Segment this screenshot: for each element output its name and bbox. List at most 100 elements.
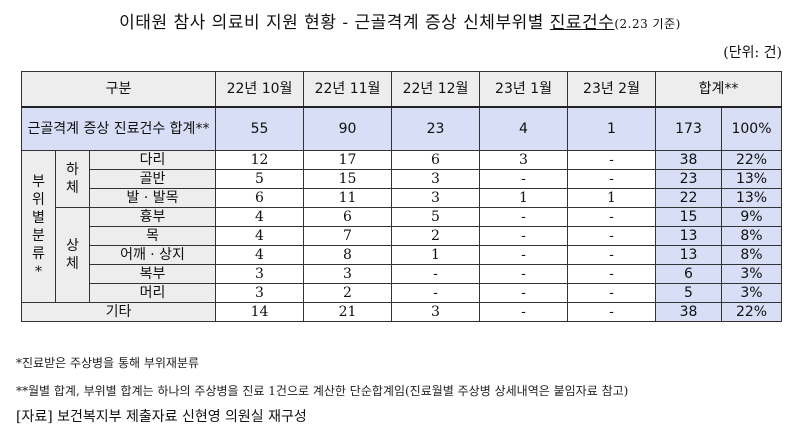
pct-cell: 8% — [720, 245, 783, 265]
sum-cell: 6 — [655, 264, 722, 284]
total-cell: 1 — [567, 106, 656, 151]
value-cell: - — [479, 283, 568, 303]
value-cell: 3 — [391, 302, 480, 322]
value-cell: 12 — [215, 150, 304, 170]
row-label: 어깨 · 상지 — [89, 245, 216, 265]
value-cell: - — [567, 264, 656, 284]
value-cell: 17 — [303, 150, 392, 170]
stats-table: 구분 22년 10월 22년 11월 22년 12월 23년 1월 23년 2월 합계** 근… — [21, 71, 783, 322]
table-row: 어깨 · 상지 4 8 1- -13 8% — [22, 245, 783, 265]
total-cell: 55 — [215, 106, 304, 151]
value-cell: 4 — [215, 245, 304, 265]
value-cell: 3 — [391, 169, 480, 189]
title-date: (2.23 기준) — [614, 17, 681, 31]
row-label: 머리 — [89, 283, 216, 303]
pct-cell: 22% — [720, 150, 783, 170]
value-cell: - — [567, 207, 656, 227]
value-cell: - — [567, 283, 656, 303]
value-cell: 2 — [391, 226, 480, 246]
header-cell: 22년 10월 — [215, 71, 304, 108]
value-cell: - — [479, 207, 568, 227]
value-cell: 15 — [303, 169, 392, 189]
value-cell: 14 — [215, 302, 304, 322]
pct-cell: 13% — [720, 169, 783, 189]
row-label: 기타 — [21, 302, 216, 322]
total-sum: 173 — [655, 106, 722, 151]
value-cell: 2 — [303, 283, 392, 303]
sum-cell: 23 — [655, 169, 722, 189]
page-title: 이태원 참사 의료비 지원 현황 - 근골격계 증상 신체부위별 진료건수(2.… — [0, 8, 800, 33]
source-note: [자료] 보건복지부 제출자료 신현영 의원실 재구성 — [16, 409, 307, 425]
table-row: 발 · 발목 6 11 3 1 1 22 13% — [22, 188, 783, 208]
header-cell: 22년 11월 — [303, 71, 392, 108]
value-cell: - — [479, 245, 568, 265]
table-row: 목 4 7 2- -13 8% — [22, 226, 783, 246]
sum-cell: 5 — [655, 283, 722, 303]
value-cell: - — [479, 264, 568, 284]
table-row: 복부 3 3- - -6 3% — [22, 264, 783, 284]
table-row: 상 체 흉부 4 6 5- -15 9% — [22, 207, 783, 303]
value-cell: - — [391, 283, 480, 303]
sum-cell: 15 — [655, 207, 722, 227]
value-cell: 8 — [303, 245, 392, 265]
value-cell: 3 — [479, 150, 568, 170]
sum-cell: 13 — [655, 245, 722, 265]
sum-cell: 22 — [655, 188, 722, 208]
value-cell: 21 — [303, 302, 392, 322]
sum-cell: 38 — [655, 302, 722, 322]
value-cell: 3 — [391, 188, 480, 208]
table-row: 골반 5 15 3- -23 13% — [22, 169, 783, 189]
header-cell: 22년 12월 — [391, 71, 480, 108]
sum-cell: 38 — [655, 150, 722, 170]
pct-cell: 3% — [720, 264, 783, 284]
value-cell: 6 — [215, 188, 304, 208]
total-row: 근골격계 증상 진료건수 합계** 55 90 23 4 1 173 100% — [21, 106, 783, 151]
sum-cell: 13 — [655, 226, 722, 246]
value-cell: 3 — [303, 264, 392, 284]
value-cell: - — [567, 226, 656, 246]
value-cell: - — [567, 169, 656, 189]
value-cell: 4 — [215, 226, 304, 246]
row-label: 발 · 발목 — [89, 188, 216, 208]
value-cell: - — [479, 226, 568, 246]
table-row-other: 기타 14 21 3- -38 22% — [21, 302, 783, 322]
value-cell: 11 — [303, 188, 392, 208]
value-cell: 3 — [215, 283, 304, 303]
pct-cell: 13% — [720, 188, 783, 208]
pct-cell: 9% — [720, 207, 783, 227]
total-cell: 23 — [391, 106, 480, 151]
title-underlined: 진료건수 — [549, 13, 615, 33]
footnote-2: **월별 합계, 부위별 합계는 하나의 주상병을 진료 1건으로 계산한 단순… — [16, 384, 629, 398]
value-cell: 1 — [391, 245, 480, 265]
row-label: 골반 — [89, 169, 216, 189]
header-cell: 23년 1월 — [479, 71, 568, 108]
value-cell: - — [479, 302, 568, 322]
header-cell: 합계** — [654, 71, 783, 108]
value-cell: - — [567, 150, 656, 170]
total-cell: 90 — [303, 106, 392, 151]
row-label: 복부 — [89, 264, 216, 284]
value-cell: - — [567, 245, 656, 265]
row-label: 다리 — [89, 150, 216, 170]
value-cell: - — [479, 169, 568, 189]
row-label: 목 — [89, 226, 216, 246]
value-cell: 1 — [479, 188, 568, 208]
total-row-label: 근골격계 증상 진료건수 합계** — [21, 106, 216, 151]
row-label: 흉부 — [89, 207, 216, 227]
total-pct: 100% — [720, 106, 783, 151]
value-cell: 6 — [303, 207, 392, 227]
header-cell: 구분 — [21, 71, 216, 108]
group-label: 부 위 별 분 류 * — [21, 150, 56, 303]
value-cell: 1 — [567, 188, 656, 208]
value-cell: 3 — [215, 264, 304, 284]
pct-cell: 8% — [720, 226, 783, 246]
value-cell: 6 — [391, 150, 480, 170]
unit-label: (단위: 건) — [723, 45, 782, 61]
table-row: 부 위 별 분 류 * 하 체 다리 12 17 6 3-38 22% — [21, 150, 783, 303]
header-row: 구분 22년 10월 22년 11월 22년 12월 23년 1월 23년 2월 합계** — [21, 71, 783, 108]
header-cell: 23년 2월 — [567, 71, 656, 108]
title-main: 이태원 참사 의료비 지원 현황 - 근골격계 증상 신체부위별 — [119, 13, 550, 33]
value-cell: - — [567, 302, 656, 322]
